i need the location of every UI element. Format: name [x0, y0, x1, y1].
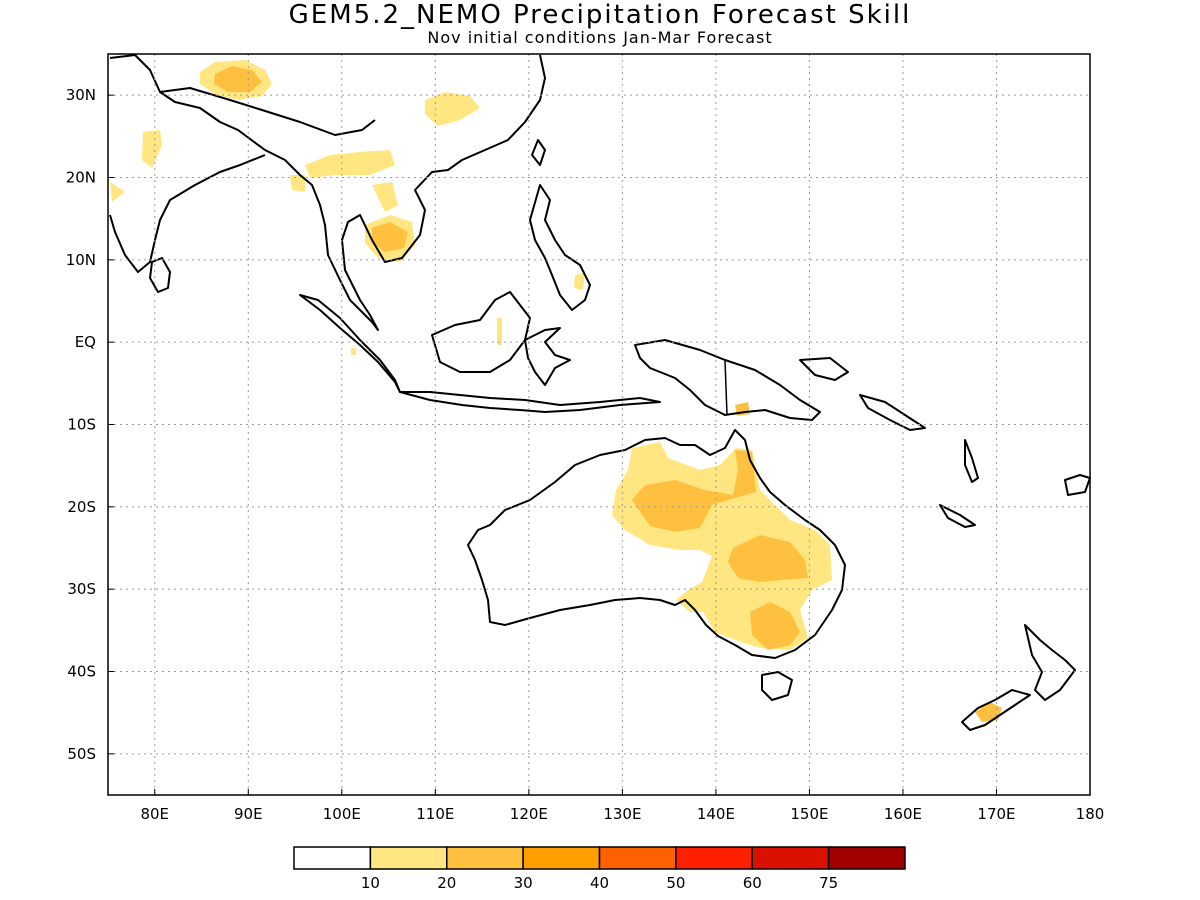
skill-region-myanmar [305, 150, 395, 178]
coast-sri-lanka [149, 257, 171, 293]
skill-region-sumatra-dot [351, 348, 356, 355]
coast-philippines [529, 184, 591, 311]
coast-vanuatu [964, 439, 979, 483]
colorbar-swatch [522, 846, 601, 870]
coast-australia [467, 429, 846, 659]
coast-borneo [431, 291, 531, 373]
colorbar-swatch [827, 846, 906, 870]
lat-tick-label: EQ [75, 333, 96, 351]
coast-sulawesi [524, 327, 571, 386]
skill-region-laos [372, 182, 398, 212]
colorbar-label: 10 [361, 874, 380, 892]
lon-tick-label: 120E [510, 805, 548, 823]
lon-tick-label: 110E [416, 805, 454, 823]
lat-tick-label: 30N [66, 86, 96, 104]
colorbar-swatch [598, 846, 677, 870]
lon-tick-label: 150E [790, 805, 828, 823]
coast-solomons [859, 394, 926, 431]
lat-tick-label: 40S [67, 663, 96, 681]
colorbar-swatch [293, 846, 372, 870]
skill-region-cambodia-core [372, 222, 408, 252]
colorbar-swatch [751, 846, 830, 870]
skill-region-phil [574, 273, 585, 290]
colorbar-swatch [446, 846, 524, 870]
skill-region-murray [750, 602, 800, 650]
map-title: GEM5.2_NEMO Precipitation Forecast Skill [288, 0, 912, 30]
map-subtitle: Nov initial conditions Jan-Mar Forecast [427, 28, 773, 47]
lon-tick-label: 90E [234, 805, 263, 823]
skill-region-india-a [142, 130, 162, 168]
map-grid [108, 54, 1090, 795]
lat-tick-label: 50S [67, 745, 96, 763]
colorbar-label: 30 [514, 874, 533, 892]
colorbar-swatch [675, 846, 753, 870]
map-ticks: 80E 90E 100E 110E 120E 130E 140E 150E 160E 170E 18… [66, 86, 1105, 823]
skill-region-borneo [497, 318, 502, 345]
coast-nz-south [961, 689, 1031, 731]
lon-tick-label: 170E [977, 805, 1015, 823]
coast-taiwan [531, 139, 546, 166]
coast-fiji [1064, 474, 1091, 496]
lon-tick-label: 180 [1076, 805, 1105, 823]
lat-tick-label: 10N [66, 251, 96, 269]
coast-sumatra [299, 294, 401, 393]
skill-region-tibet-core [214, 66, 262, 92]
colorbar-label: 60 [743, 874, 762, 892]
skill-region-nz [975, 702, 1002, 722]
colorbar-label: 75 [819, 874, 838, 892]
coast-png-border [724, 359, 728, 416]
lat-tick-label: 30S [67, 580, 96, 598]
lon-tick-label: 140E [697, 805, 735, 823]
lat-tick-label: 10S [67, 416, 96, 434]
colorbar-label: 20 [437, 874, 456, 892]
coast-new-caledonia [939, 504, 976, 528]
lon-tick-label: 130E [603, 805, 641, 823]
lon-tick-label: 100E [323, 805, 361, 823]
lon-tick-label: 80E [140, 805, 169, 823]
skill-shading [110, 60, 1002, 722]
skill-region-queensland [728, 535, 808, 582]
lon-tick-label: 160E [884, 805, 922, 823]
coastlines [109, 54, 1091, 731]
coast-asia-mainland [109, 54, 546, 331]
skill-region-australia [612, 442, 832, 650]
colorbar-label: 40 [590, 874, 609, 892]
skill-region-china [425, 92, 480, 126]
colorbar-swatch [369, 846, 448, 870]
coast-bismarck [799, 357, 849, 381]
colorbar: 10 20 30 40 50 60 75 [293, 846, 906, 892]
coast-new-guinea [634, 339, 821, 421]
colorbar-label: 50 [666, 874, 685, 892]
lat-tick-label: 20N [66, 169, 96, 187]
coast-tasmania [761, 671, 793, 701]
skill-region-australia-north [632, 450, 756, 532]
coast-china-internal [159, 87, 376, 136]
coast-java [399, 391, 661, 413]
coast-india [109, 154, 266, 273]
skill-region-india-b [110, 182, 125, 202]
coast-nz-north [1024, 624, 1076, 701]
skill-region-bangladesh [290, 175, 305, 192]
lat-tick-label: 20S [67, 498, 96, 516]
